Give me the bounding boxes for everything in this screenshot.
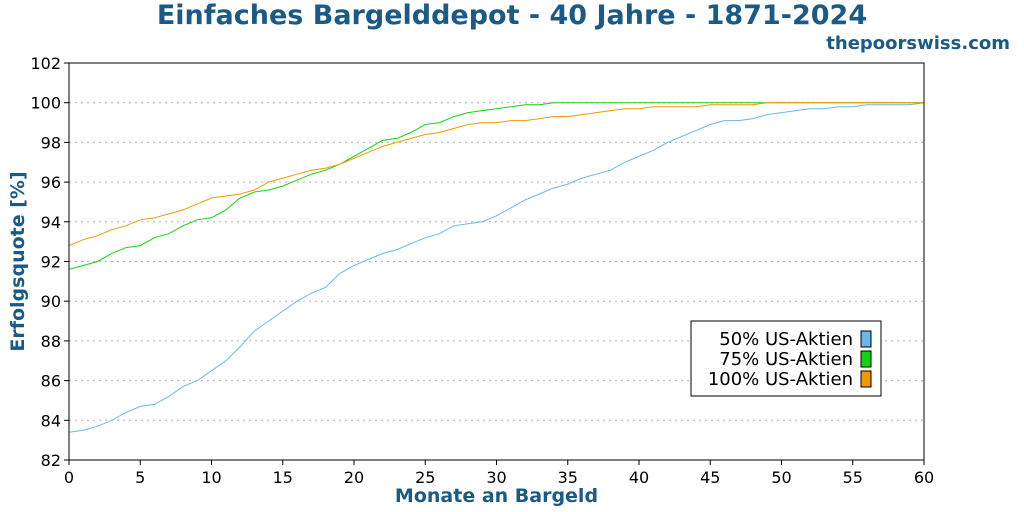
y-tick-label: 102 bbox=[30, 54, 61, 73]
series-line-2 bbox=[68, 102, 924, 247]
y-tick-label: 84 bbox=[41, 411, 61, 430]
x-tick-label: 20 bbox=[344, 468, 364, 487]
x-tick-label: 30 bbox=[486, 468, 506, 487]
x-axis-label: Monate an Bargeld bbox=[395, 485, 598, 507]
chart-title: Einfaches Bargelddepot - 40 Jahre - 1871… bbox=[156, 0, 868, 31]
watermark: thepoorswiss.com bbox=[826, 33, 1010, 54]
x-tick-label: 0 bbox=[64, 468, 74, 487]
y-tick-label: 90 bbox=[41, 292, 61, 311]
y-tick-label: 82 bbox=[41, 451, 61, 470]
x-tick-label: 60 bbox=[914, 468, 934, 487]
series-lines bbox=[68, 102, 925, 433]
legend-swatch bbox=[860, 350, 872, 368]
legend-swatch bbox=[860, 370, 872, 388]
legend-label: 75% US-Aktien bbox=[719, 349, 853, 370]
legend-label: 50% US-Aktien bbox=[719, 329, 853, 350]
x-tick-label: 40 bbox=[629, 468, 649, 487]
y-tick-label: 98 bbox=[41, 133, 61, 152]
x-tick-label: 45 bbox=[700, 468, 720, 487]
legend-swatch bbox=[860, 330, 872, 348]
x-axis-ticks: 0 5 10 15 20 25 30 35 40 45 50 55 60 bbox=[64, 460, 934, 487]
x-tick-label: 5 bbox=[135, 468, 145, 487]
x-tick-label: 35 bbox=[558, 468, 578, 487]
legend-box bbox=[690, 320, 882, 397]
series-line-0 bbox=[68, 102, 925, 433]
y-tick-label: 86 bbox=[41, 372, 61, 391]
y-tick-label: 100 bbox=[30, 94, 61, 113]
legend-label: 100% US-Aktien bbox=[708, 369, 853, 390]
x-tick-label: 10 bbox=[201, 468, 221, 487]
x-tick-label: 25 bbox=[415, 468, 435, 487]
x-tick-label: 55 bbox=[843, 468, 863, 487]
y-tick-label: 88 bbox=[41, 332, 61, 351]
y-tick-label: 96 bbox=[41, 173, 61, 192]
y-tick-label: 94 bbox=[41, 213, 61, 232]
y-tick-label: 92 bbox=[41, 253, 61, 272]
y-axis-label: Erfolgsquote [%] bbox=[7, 171, 29, 351]
x-tick-label: 50 bbox=[771, 468, 791, 487]
grid-lines bbox=[69, 102, 924, 421]
x-tick-label: 15 bbox=[273, 468, 293, 487]
y-axis-ticks: 82 84 86 88 90 92 94 96 98 100 102 bbox=[30, 54, 69, 470]
series-line-1 bbox=[68, 102, 924, 270]
